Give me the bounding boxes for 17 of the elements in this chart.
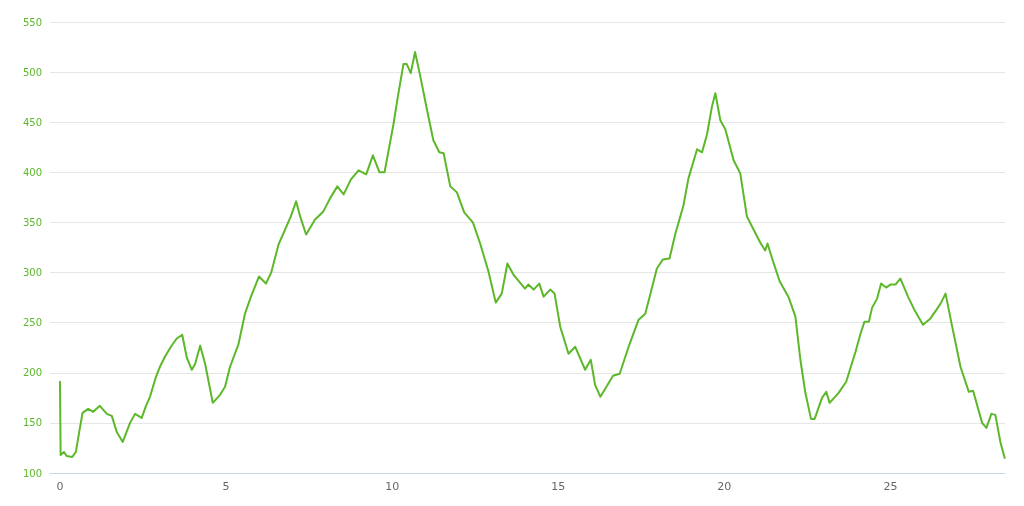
x-tick-label: 20 [717,480,732,493]
y-tick-label: 550 [22,16,42,28]
y-tick-label: 150 [22,417,42,429]
x-tick-label: 0 [56,480,64,493]
y-tick-label: 450 [22,116,42,128]
x-tick-label: 10 [385,480,400,493]
x-tick-label: 25 [883,480,898,493]
y-tick-label: 100 [22,467,42,479]
x-tick-label: 5 [222,480,230,493]
y-tick-label: 400 [22,166,42,178]
y-tick-label: 350 [22,216,42,228]
x-tick-label: 15 [551,480,566,493]
y-tick-label: 300 [22,267,42,279]
y-tick-label: 200 [22,367,42,379]
y-tick-label: 500 [22,66,42,78]
y-tick-label: 250 [22,317,42,329]
line-series [58,51,1006,459]
